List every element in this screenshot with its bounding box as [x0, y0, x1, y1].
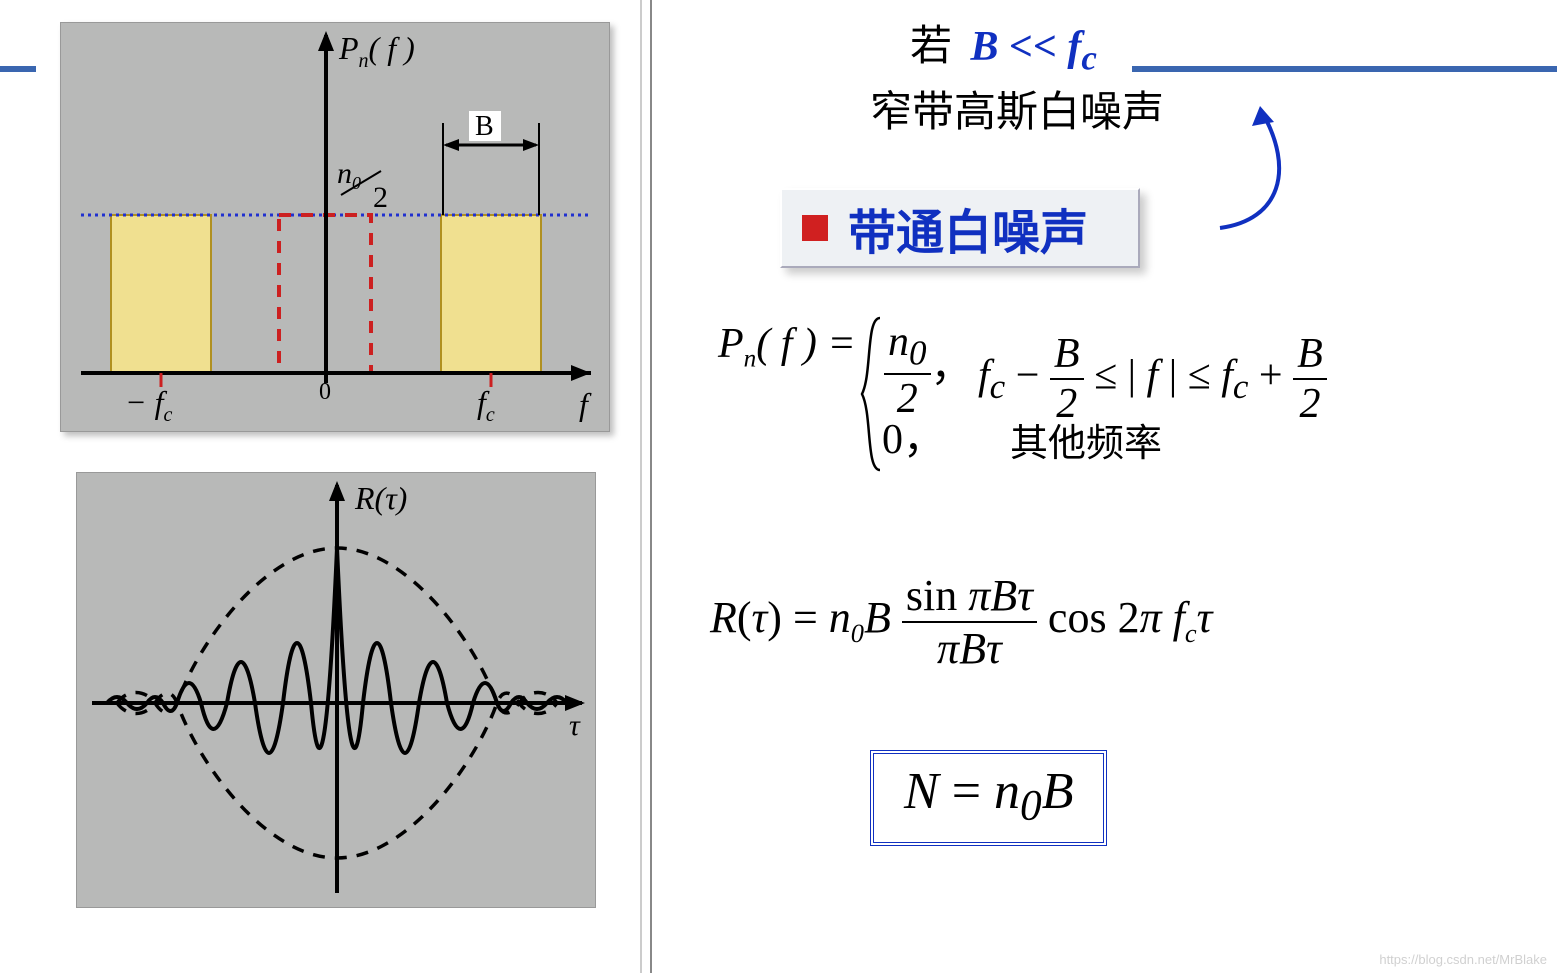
left-graphics-panel: Pn( f ) B − fc fc 0 f n0 2 R(τ) τ [0, 0, 640, 973]
x-tick-pos-fc: fc [477, 384, 495, 426]
x-tick-neg-fc: − fc [125, 384, 172, 426]
narrowband-label: 窄带高斯白噪声 [870, 78, 1164, 139]
autocorr-equation: R(τ) = n0B sin πBτπBτ cos 2π fcτ [710, 570, 1212, 674]
psd-plot: Pn( f ) B − fc fc 0 f n0 2 [60, 22, 610, 432]
header-rule-left [0, 66, 36, 72]
section-title-box: 带通白噪声 [780, 188, 1140, 268]
psd-case2-value: 0， [882, 405, 945, 466]
psd-plot-svg: Pn( f ) B − fc fc 0 f n0 2 [61, 23, 611, 433]
pointer-arrow [1190, 100, 1310, 230]
right-content-panel: 若 B << fc 窄带高斯白噪声 带通白噪声 Pn( f ) = n0 2 ，… [660, 0, 1557, 973]
level-label-den: 2 [373, 181, 388, 214]
y-axis-label: Pn( f ) [338, 30, 415, 72]
psd-equation-lhs: Pn( f ) = [718, 320, 856, 373]
noise-power-box: N = n0B [870, 750, 1107, 846]
level-label-num: n0 [337, 157, 361, 193]
x-axis-arrow [571, 365, 591, 381]
x-axis-label: f [579, 386, 592, 422]
condition-text: 若 B << fc [910, 12, 1097, 78]
panel-divider [640, 0, 652, 973]
header-rule-right [1132, 66, 1557, 72]
r-x-axis-label: τ [569, 709, 581, 742]
y-axis-arrow [318, 31, 334, 51]
origin-label: 0 [319, 379, 331, 405]
autocorr-plot-svg: R(τ) τ [77, 473, 597, 909]
negative-band [111, 215, 211, 373]
psd-case2-label: 其他频率 [1010, 412, 1162, 467]
watermark: https://blog.csdn.net/MrBlake [1379, 952, 1547, 967]
b-arrow-right [523, 139, 539, 151]
r-y-axis-label: R(τ) [354, 480, 407, 516]
positive-band [441, 215, 541, 373]
brace-icon [858, 314, 884, 474]
condition-prefix: 若 [910, 24, 952, 70]
condition-expr: B << fc [971, 24, 1097, 70]
bullet-square-icon [802, 215, 828, 241]
b-arrow-left [443, 139, 459, 151]
b-arrow-label: B [475, 111, 494, 142]
r-y-axis-arrow [329, 481, 345, 501]
autocorr-plot: R(τ) τ [76, 472, 596, 908]
section-title-text: 带通白噪声 [848, 193, 1088, 263]
